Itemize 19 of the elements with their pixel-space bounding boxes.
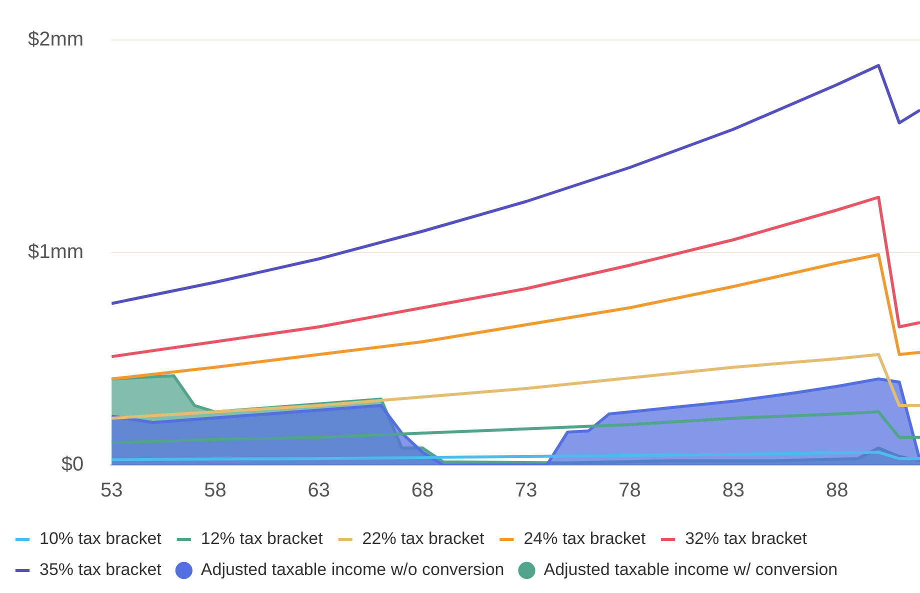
- x-tick-label: 58: [204, 480, 226, 502]
- legend-label: Adjusted taxable income w/o conversion: [200, 560, 504, 580]
- x-tick-label: 83: [722, 480, 745, 502]
- y-tick-label: $2mm: [28, 28, 84, 51]
- x-tick-label: 88: [826, 480, 848, 502]
- legend-label: 12% tax bracket: [200, 529, 324, 548]
- y-tick-label: $0: [61, 454, 84, 476]
- x-tick-label: 73: [515, 480, 538, 502]
- legend-label: 32% tax bracket: [685, 529, 808, 548]
- legend-label: 24% tax bracket: [524, 529, 646, 548]
- legend-label: 22% tax bracket: [362, 529, 484, 548]
- legend-label: Adjusted taxable income w/ conversion: [544, 560, 838, 580]
- x-tick-label: 78: [618, 480, 641, 502]
- y-tick-label: $1mm: [28, 241, 84, 264]
- x-tick-label: 68: [411, 480, 434, 502]
- legend-label: 35% tax bracket: [40, 560, 162, 580]
- x-tick-label: 63: [308, 480, 330, 502]
- x-tick-label: 53: [100, 480, 123, 502]
- legend-label: 10% tax bracket: [40, 529, 162, 548]
